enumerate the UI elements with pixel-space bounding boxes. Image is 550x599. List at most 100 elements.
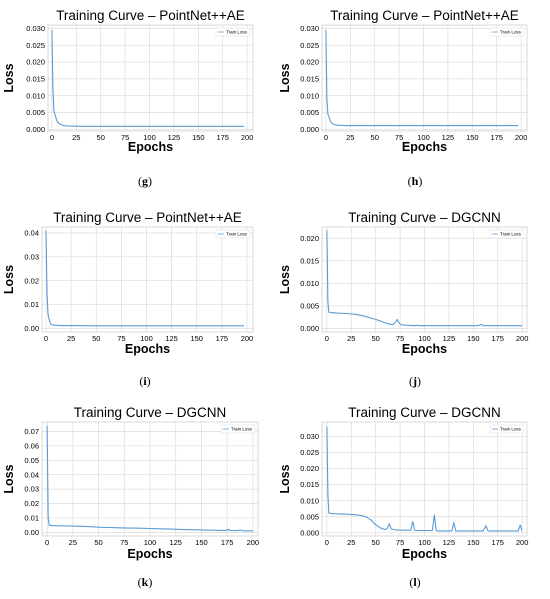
y-tick-label: 0.030 <box>26 24 45 33</box>
chart-title: Training Curve – DGCNN <box>74 405 227 420</box>
x-tick-label: 200 <box>515 133 528 142</box>
x-axis-label: Epochs <box>125 342 170 356</box>
y-tick-label: 0.005 <box>300 108 319 117</box>
panel-caption: (k) <box>138 575 153 589</box>
y-axis-label: Loss <box>2 464 16 493</box>
y-tick-label: 0.015 <box>300 74 319 83</box>
y-tick-label: 0.02 <box>24 276 39 285</box>
x-tick-label: 25 <box>69 538 77 547</box>
plot-frame <box>321 24 528 132</box>
chart-panel-2: 0 25 50 75 100 125 150 175 200 0.000 0.005 0.010 0.0… <box>278 8 527 188</box>
x-tick-label: 75 <box>120 538 128 547</box>
x-tick-label: 175 <box>216 133 229 142</box>
x-tick-label: 125 <box>443 334 456 343</box>
x-tick-label: 100 <box>418 538 431 547</box>
plot-area <box>48 25 253 131</box>
x-tick-label: 175 <box>491 334 504 343</box>
plot-frame <box>321 421 528 537</box>
series-line-train-loss <box>326 230 523 327</box>
x-tick-label: 0 <box>325 334 329 343</box>
y-tick-label: 0.015 <box>300 256 319 265</box>
x-tick-label: 0 <box>44 334 48 343</box>
x-tick-label: 175 <box>490 133 503 142</box>
plot-frame <box>41 226 254 333</box>
x-tick-label: 0 <box>324 133 328 142</box>
y-tick-label: 0.010 <box>26 91 45 100</box>
x-axis-label: Epochs <box>402 342 447 356</box>
chart-panel-3: 0 25 50 75 100 125 150 175 200 0.00 0.01 0.02 0.03 0.… <box>2 210 254 388</box>
y-tick-label: 0.00 <box>24 528 39 537</box>
series-line-train-loss <box>326 426 523 532</box>
plot-area <box>42 227 253 332</box>
x-tick-label: 75 <box>121 133 129 142</box>
x-axis-label: Epochs <box>402 140 447 154</box>
x-tick-label: 25 <box>347 538 355 547</box>
y-tick-label: 0.000 <box>300 125 319 134</box>
y-tick-label: 0.04 <box>24 470 39 479</box>
x-axis-label: Epochs <box>127 547 172 561</box>
x-tick-label: 150 <box>466 133 479 142</box>
chart-title: Training Curve – DGCNN <box>348 210 501 225</box>
y-axis-label: Loss <box>278 464 292 493</box>
x-tick-label: 0 <box>45 538 49 547</box>
x-tick-label: 150 <box>192 133 205 142</box>
x-tick-label: 150 <box>467 334 480 343</box>
y-tick-label: 0.01 <box>24 300 39 309</box>
y-tick-label: 0.03 <box>24 252 39 261</box>
legend-box <box>215 27 251 37</box>
y-tick-label: 0.020 <box>300 234 319 243</box>
x-tick-label: 50 <box>372 334 380 343</box>
x-tick-label: 150 <box>190 334 203 343</box>
legend-label: Train Loss <box>231 427 253 432</box>
legend-label: Train Loss <box>500 232 522 237</box>
legend-label: Train Loss <box>500 30 522 35</box>
legend-label: Train Loss <box>226 232 248 237</box>
x-tick-label: 150 <box>195 538 208 547</box>
series-line-train-loss <box>325 29 519 127</box>
x-tick-label: 150 <box>467 538 480 547</box>
y-tick-label: 0.005 <box>300 512 319 521</box>
y-tick-label: 0.020 <box>300 464 319 473</box>
x-tick-label: 25 <box>67 334 75 343</box>
plot-frame <box>321 226 528 333</box>
y-tick-label: 0.010 <box>300 279 319 288</box>
y-tick-label: 0.015 <box>300 480 319 489</box>
panel-caption: (l) <box>409 575 420 589</box>
plot-area <box>322 25 527 131</box>
plot-frame <box>47 24 254 132</box>
x-tick-label: 100 <box>144 538 157 547</box>
x-tick-label: 175 <box>221 538 234 547</box>
x-tick-label: 100 <box>417 133 430 142</box>
y-tick-label: 0.025 <box>300 448 319 457</box>
x-tick-label: 50 <box>94 538 102 547</box>
x-tick-label: 50 <box>97 133 105 142</box>
chart-title: Training Curve – DGCNN <box>348 405 501 420</box>
y-tick-label: 0.025 <box>26 41 45 50</box>
x-tick-label: 125 <box>442 133 455 142</box>
panel-caption: (j) <box>409 374 421 388</box>
y-tick-label: 0.005 <box>26 108 45 117</box>
y-tick-label: 0.000 <box>300 528 319 537</box>
y-tick-label: 0.07 <box>24 427 39 436</box>
y-tick-label: 0.000 <box>300 324 319 333</box>
y-axis-label: Loss <box>278 265 292 294</box>
legend-box <box>489 27 525 37</box>
x-tick-label: 175 <box>216 334 229 343</box>
x-tick-label: 125 <box>165 334 178 343</box>
y-axis-label: Loss <box>2 265 16 294</box>
y-tick-label: 0.02 <box>24 499 39 508</box>
series-line-train-loss <box>46 425 253 532</box>
x-tick-label: 25 <box>347 334 355 343</box>
y-tick-label: 0.03 <box>24 485 39 494</box>
x-tick-label: 100 <box>143 133 156 142</box>
x-tick-label: 50 <box>92 334 100 343</box>
x-tick-label: 200 <box>247 538 260 547</box>
x-tick-label: 75 <box>396 334 404 343</box>
y-tick-label: 0.05 <box>24 456 39 465</box>
plot-frame <box>41 421 259 537</box>
legend-box <box>489 229 525 239</box>
chart-title: Training Curve – PointNet++AE <box>56 8 245 23</box>
series-line-train-loss <box>45 230 244 327</box>
x-tick-label: 200 <box>241 334 254 343</box>
legend-box <box>489 424 525 434</box>
